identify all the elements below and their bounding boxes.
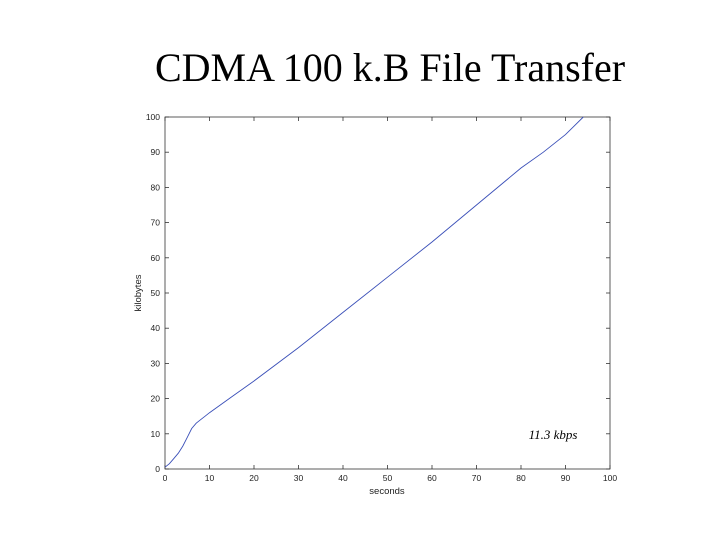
x-tick-label: 40	[338, 473, 348, 483]
y-tick-label: 30	[151, 358, 161, 368]
series-line	[164, 116, 584, 468]
x-tick-label: 10	[205, 473, 215, 483]
x-tick-label: 90	[561, 473, 571, 483]
y-tick-label: 80	[151, 182, 161, 192]
rate-annotation: 11.3 kbps	[529, 427, 578, 442]
y-axis-label: kilobytes	[133, 274, 144, 311]
y-axis: 0 10 20 30 40 50 60 70 80 90 100	[146, 112, 610, 474]
y-tick-label: 20	[151, 394, 161, 404]
plot-area-frame	[164, 116, 611, 470]
x-tick-label: 30	[294, 473, 304, 483]
y-tick-label: 40	[151, 323, 161, 333]
x-tick-label: 20	[249, 473, 259, 483]
x-tick-label: 50	[383, 473, 393, 483]
y-tick-label: 50	[151, 288, 161, 298]
slide-title: CDMA 100 k.B File Transfer	[154, 45, 626, 90]
x-tick-label: 80	[516, 473, 526, 483]
x-tick-label: 100	[603, 473, 617, 483]
y-tick-label: 70	[151, 218, 161, 228]
y-tick-label: 100	[146, 112, 160, 122]
x-tick-label: 0	[163, 473, 168, 483]
y-tick-label: 90	[151, 147, 161, 157]
y-tick-label: 0	[155, 464, 160, 474]
x-axis-label: seconds	[369, 486, 405, 497]
x-axis: 0 10 20 30 40 50 60 70 80 90 100	[163, 117, 617, 483]
y-tick-label: 60	[151, 253, 161, 263]
x-tick-label: 60	[427, 473, 437, 483]
y-tick-label: 10	[151, 429, 161, 439]
x-tick-label: 70	[472, 473, 482, 483]
